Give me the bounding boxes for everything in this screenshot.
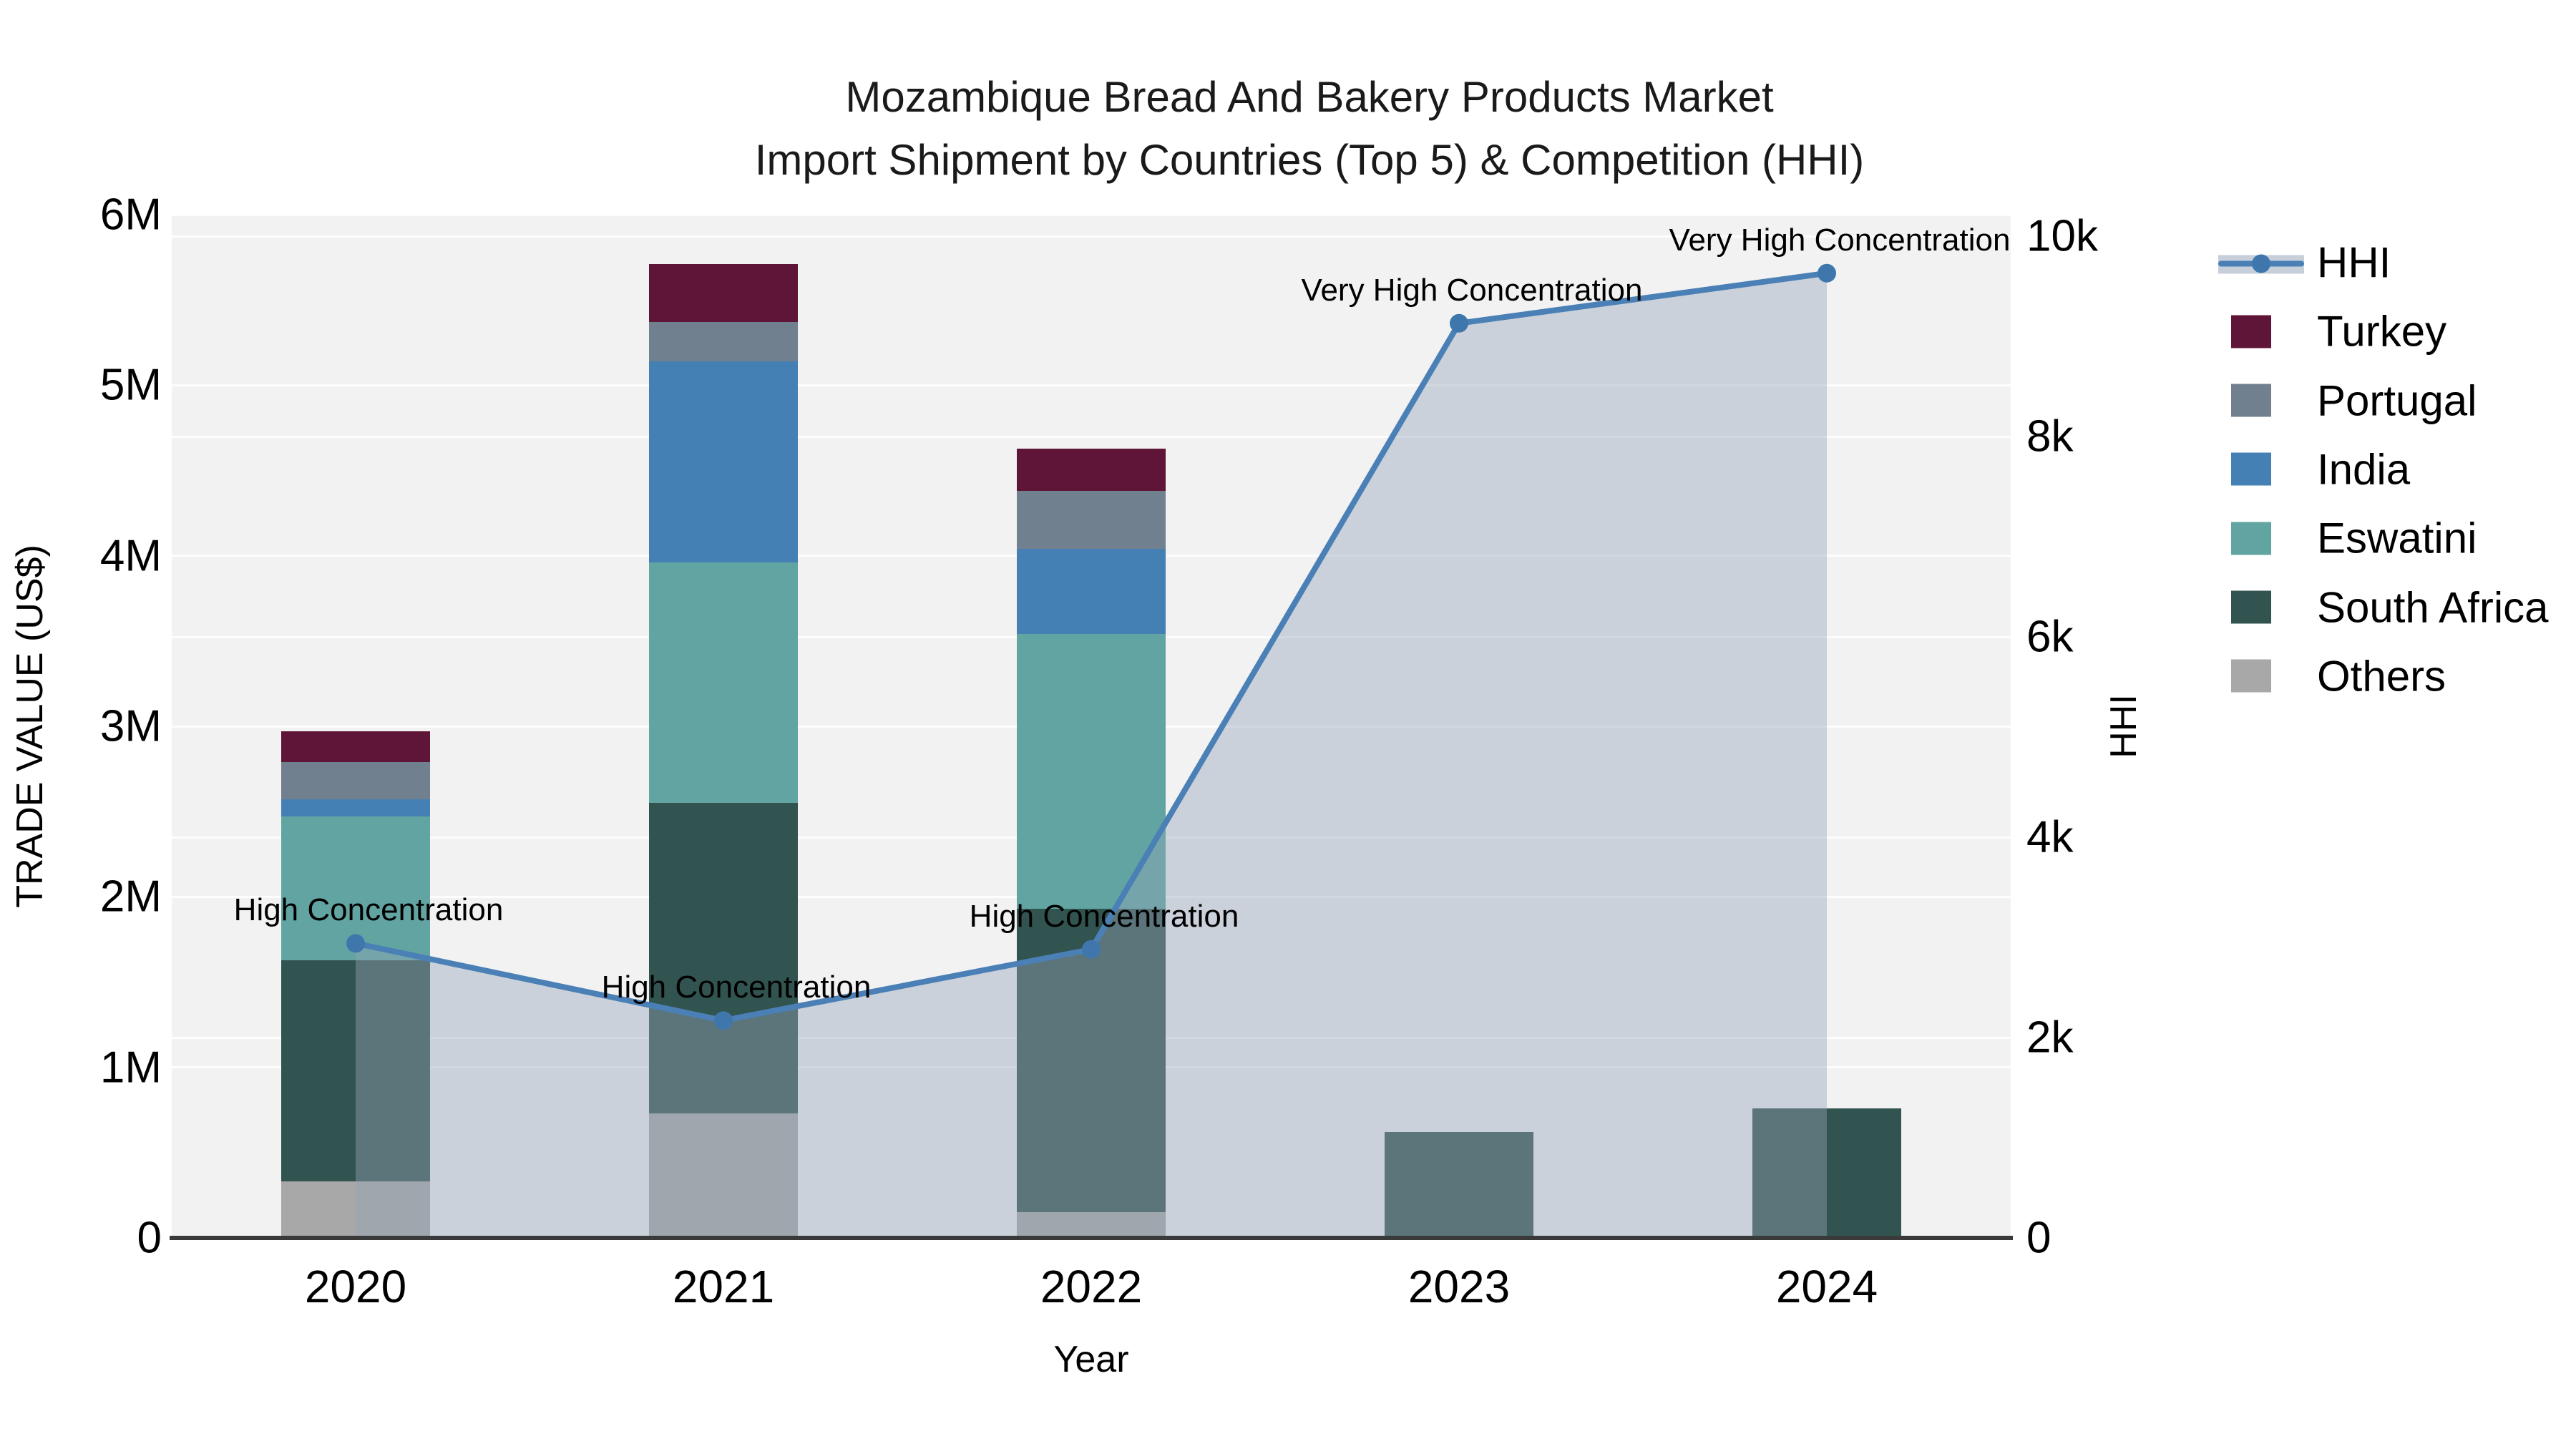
gridline-right xyxy=(172,435,2011,438)
bar-segment-eswatini xyxy=(281,816,430,960)
y-left-tick: 1M xyxy=(99,1043,162,1093)
bar-segment-portugal xyxy=(1017,491,1166,550)
y-right-tick: 10k xyxy=(2026,211,2098,261)
bar-segment-others xyxy=(649,1113,798,1238)
plot-area: High Concentration High Concentration High… xyxy=(172,213,2011,1238)
legend-label: Turkey xyxy=(2317,307,2447,356)
y-left-tick: 5M xyxy=(99,360,162,410)
y-left-tick: 3M xyxy=(99,701,162,751)
annotation: High Concentration xyxy=(233,892,504,928)
bar-segment-turkey xyxy=(649,264,798,323)
y-right-axis-title: HHI xyxy=(2103,694,2145,758)
bar-segment-others xyxy=(1017,1212,1166,1238)
bar-segment-portugal xyxy=(281,762,430,800)
legend-item-turkey: Turkey xyxy=(2218,307,2446,356)
legend: HHI Turkey Portugal India Eswatini South Afri… xyxy=(2218,215,2576,751)
x-axis-line xyxy=(170,1236,2013,1240)
legend-swatch-icon xyxy=(2231,452,2271,486)
chart-title-line1: Mozambique Bread And Bakery Products Mar… xyxy=(845,73,1774,121)
legend-swatch-icon xyxy=(2231,522,2271,555)
bar-segment-india xyxy=(1017,549,1166,635)
gridline-right xyxy=(172,235,2011,238)
y-right-tick: 4k xyxy=(2026,812,2074,862)
y-left-tick: 6M xyxy=(99,190,162,240)
legend-item-portugal: Portugal xyxy=(2218,376,2477,425)
gridline-left xyxy=(172,213,2011,216)
legend-item-south-africa: South Africa xyxy=(2218,582,2549,632)
legend-label: South Africa xyxy=(2317,583,2549,631)
bar-segment-india xyxy=(281,799,430,817)
x-tick: 2023 xyxy=(1407,1261,1511,1312)
annotation: Very High Concentration xyxy=(1301,272,1643,308)
bar-segment-portugal xyxy=(649,322,798,361)
legend-label: Portugal xyxy=(2317,376,2477,425)
y-right-tick: 8k xyxy=(2026,411,2074,462)
y-right-tick: 2k xyxy=(2026,1013,2074,1063)
legend-swatch-icon xyxy=(2231,590,2271,624)
legend-swatch-icon xyxy=(2231,384,2271,417)
bar-segment-south-africa xyxy=(281,960,430,1182)
hhi-legend-dot-icon xyxy=(2252,254,2270,273)
hhi-legend-icon xyxy=(2218,248,2304,277)
x-tick: 2022 xyxy=(1040,1261,1143,1312)
bar-segment-south-africa xyxy=(1017,909,1166,1213)
chart-title-line2: Import Shipment by Countries (Top 5) & C… xyxy=(754,136,1865,184)
annotation: High Concentration xyxy=(601,970,872,1005)
hhi-dot xyxy=(1450,313,1468,333)
x-axis-title: Year xyxy=(1053,1339,1129,1380)
annotation: High Concentration xyxy=(969,898,1239,934)
legend-swatch-icon xyxy=(2231,315,2271,348)
legend-label: Eswatini xyxy=(2317,514,2477,562)
y-right-tick: 0 xyxy=(2026,1213,2051,1263)
y-right-tick: 6k xyxy=(2026,612,2074,662)
legend-label: HHI xyxy=(2317,238,2391,287)
annotation: Very High Concentration xyxy=(1669,222,2011,258)
y-left-tick: 0 xyxy=(137,1213,162,1263)
legend-label: Others xyxy=(2317,652,2446,701)
bar-segment-south-africa xyxy=(1752,1108,1901,1238)
legend-item-hhi: HHI xyxy=(2218,238,2391,288)
bar-segment-eswatini xyxy=(649,562,798,804)
legend-item-eswatini: Eswatini xyxy=(2218,514,2477,563)
legend-swatch-icon xyxy=(2231,659,2271,693)
bar-segment-south-africa xyxy=(649,803,798,1114)
bar-segment-south-africa xyxy=(1385,1132,1533,1238)
legend-label: India xyxy=(2317,445,2411,494)
bar-segment-india xyxy=(649,361,798,563)
gridline-left xyxy=(172,384,2011,386)
y-left-tick: 4M xyxy=(99,531,162,581)
x-tick: 2021 xyxy=(672,1261,775,1312)
x-tick: 2020 xyxy=(304,1261,407,1312)
bar-segment-turkey xyxy=(1017,448,1166,492)
chart-title: Mozambique Bread And Bakery Products Mar… xyxy=(755,66,1865,192)
bar-segment-turkey xyxy=(281,731,430,763)
legend-item-others: Others xyxy=(2218,651,2446,701)
x-tick: 2024 xyxy=(1775,1261,1878,1312)
legend-item-india: India xyxy=(2218,444,2410,494)
y-left-tick: 2M xyxy=(99,872,162,922)
hhi-dot xyxy=(1818,263,1836,283)
bar-segment-others xyxy=(281,1181,430,1238)
bar-segment-eswatini xyxy=(1017,634,1166,909)
